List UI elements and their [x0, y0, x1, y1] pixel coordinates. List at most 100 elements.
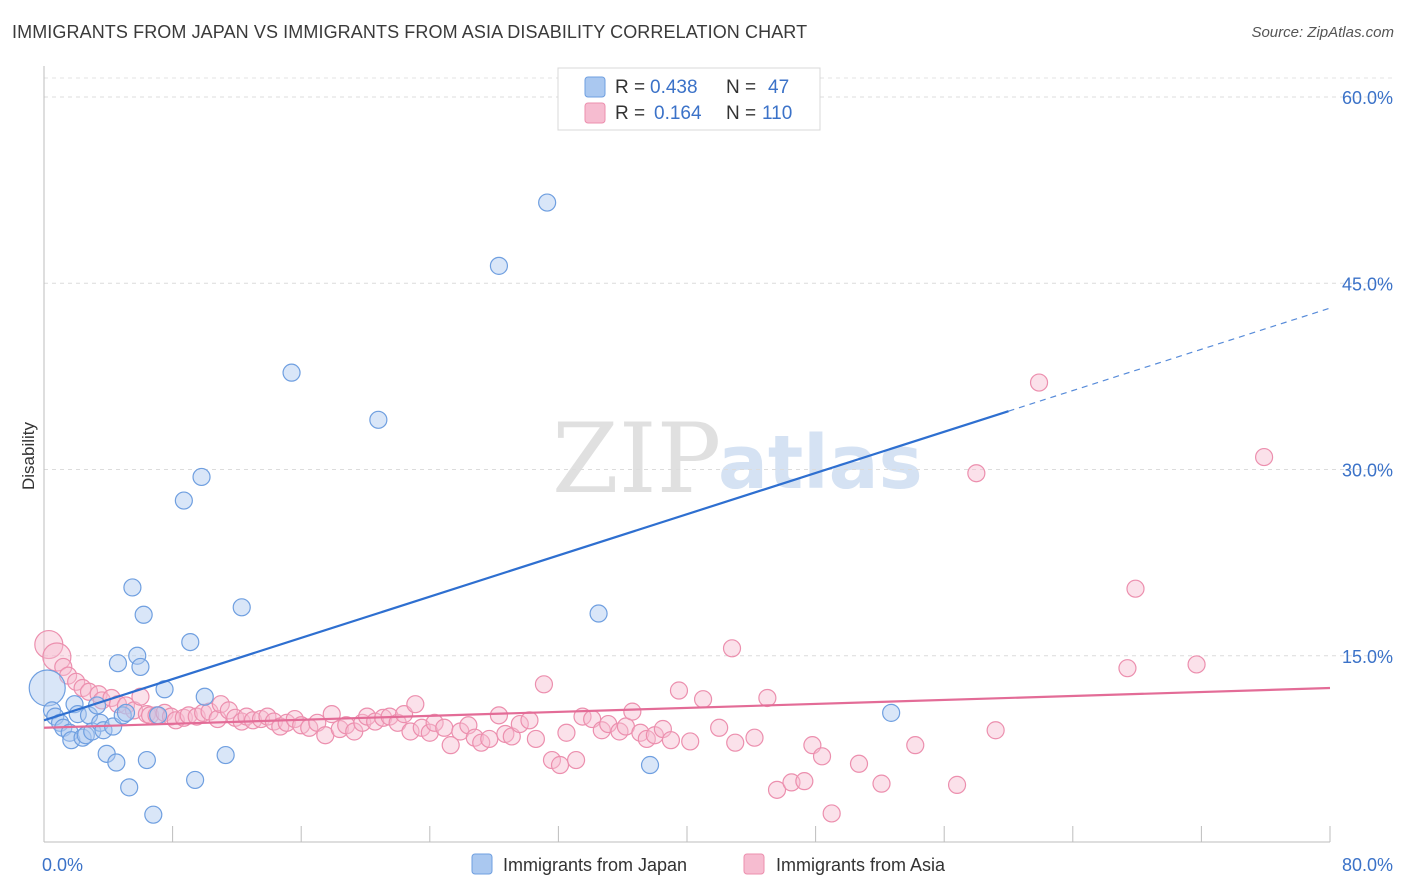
- bottom-legend-japan: Immigrants from Japan: [503, 855, 687, 875]
- y-tick-label: 60.0%: [1342, 88, 1393, 108]
- japan-point: [131, 657, 150, 677]
- bottom-legend-asia: Immigrants from Asia: [776, 855, 946, 875]
- asia-point: [812, 747, 832, 766]
- asia-point: [420, 723, 439, 742]
- legend-n-label-asia: N =: [726, 103, 756, 124]
- japan-point: [134, 605, 153, 624]
- asia-point: [822, 804, 841, 823]
- japan-point: [108, 654, 128, 673]
- asia-point: [526, 729, 545, 749]
- asia-point: [219, 701, 238, 720]
- asia-point: [42, 642, 72, 672]
- japan-point: [128, 646, 147, 665]
- chart-title: IMMIGRANTS FROM JAPAN VS IMMIGRANTS FROM…: [12, 22, 808, 42]
- bottom-legend-swatch-japan: [471, 853, 493, 875]
- asia-point: [406, 695, 425, 714]
- japan-point: [282, 363, 301, 382]
- legend-r-label-asia: R =: [615, 103, 645, 124]
- asia-point: [566, 750, 586, 770]
- japan-trend-line: [43, 410, 1009, 722]
- legend-n-asia: 110: [762, 103, 792, 124]
- japan-point: [73, 728, 92, 747]
- source-credit: Source: ZipAtlas.com: [1251, 24, 1394, 41]
- y-tick-label: 15.0%: [1342, 647, 1393, 667]
- asia-point: [849, 754, 869, 773]
- watermark-atlas: atlas: [718, 420, 923, 506]
- japan-point: [144, 805, 163, 824]
- japan-point: [195, 687, 214, 706]
- legend-n-japan: 47: [768, 77, 789, 98]
- asia-point: [623, 702, 642, 721]
- japan-point: [216, 745, 235, 765]
- trend-lines: [43, 307, 1331, 729]
- asia-point: [1126, 579, 1145, 598]
- axes: [43, 66, 1331, 843]
- japan-point: [640, 755, 660, 775]
- asia-point: [693, 690, 713, 709]
- asia-point: [906, 736, 925, 755]
- asia-point: [550, 755, 570, 775]
- y-axis-label: Disability: [19, 421, 38, 490]
- asia-point: [795, 772, 814, 791]
- japan-point: [489, 256, 509, 275]
- asia-point: [967, 464, 986, 483]
- asia-point: [441, 736, 460, 755]
- asia-point: [425, 713, 444, 732]
- legend-r-japan: 0.438: [650, 77, 698, 98]
- japan-point: [589, 604, 608, 623]
- asia-point: [661, 731, 681, 750]
- x-tick-labels: 0.0% 80.0%: [42, 855, 1393, 875]
- asia-point: [872, 774, 891, 793]
- x-tick-label-min: 0.0%: [42, 855, 83, 875]
- asia-point: [1029, 373, 1049, 392]
- japan-point: [149, 706, 168, 725]
- japan-point: [232, 598, 251, 617]
- legend-r-label-japan: R =: [615, 77, 645, 98]
- legend-swatch-asia: [584, 102, 606, 124]
- asia-point: [510, 714, 529, 734]
- japan-point: [62, 731, 81, 750]
- asia-point: [758, 688, 777, 708]
- japan-point: [120, 778, 139, 797]
- japan-point: [113, 706, 132, 725]
- asia-point: [489, 706, 509, 725]
- asia-point: [710, 718, 729, 737]
- asia-point: [1118, 659, 1137, 678]
- japan-point: [181, 632, 200, 652]
- asia-point: [557, 723, 576, 742]
- asia-point: [745, 728, 764, 747]
- y-tick-labels: 15.0% 30.0% 45.0% 60.0%: [1342, 88, 1393, 667]
- asia-point: [435, 718, 454, 737]
- japan-point: [107, 753, 126, 772]
- japan-point: [28, 669, 66, 707]
- asia-point: [986, 721, 1005, 740]
- asia-point: [1187, 655, 1206, 674]
- japan-point: [186, 770, 205, 790]
- legend-n-label-japan: N =: [726, 77, 756, 98]
- x-tick-label-max: 80.0%: [1342, 855, 1393, 875]
- asia-trend-line: [43, 686, 1331, 729]
- series-legend: Immigrants from Japan Immigrants from As…: [471, 853, 946, 875]
- asia-point: [767, 780, 787, 799]
- y-tick-label: 45.0%: [1342, 274, 1393, 294]
- japan-point: [192, 467, 211, 487]
- stats-legend: R = 0.438 N = 47 R = 0.164 N = 110: [557, 67, 821, 131]
- asia-point: [480, 729, 499, 749]
- japan-point: [174, 491, 193, 510]
- asia-point: [726, 733, 745, 752]
- asia-point: [1254, 447, 1274, 467]
- japan-point: [538, 193, 557, 212]
- japan-point: [882, 703, 901, 722]
- japan-trend-extension: [1008, 307, 1331, 412]
- y-tick-label: 30.0%: [1342, 461, 1393, 481]
- legend-r-asia: 0.164: [654, 103, 702, 124]
- watermark-zip: ZIP: [552, 403, 721, 515]
- asia-point: [401, 722, 420, 741]
- asia-point: [782, 773, 801, 792]
- japan-point: [137, 750, 156, 770]
- asia-point: [174, 708, 193, 727]
- asia-point: [520, 711, 539, 730]
- japan-point: [369, 410, 388, 429]
- japan-point: [123, 578, 142, 597]
